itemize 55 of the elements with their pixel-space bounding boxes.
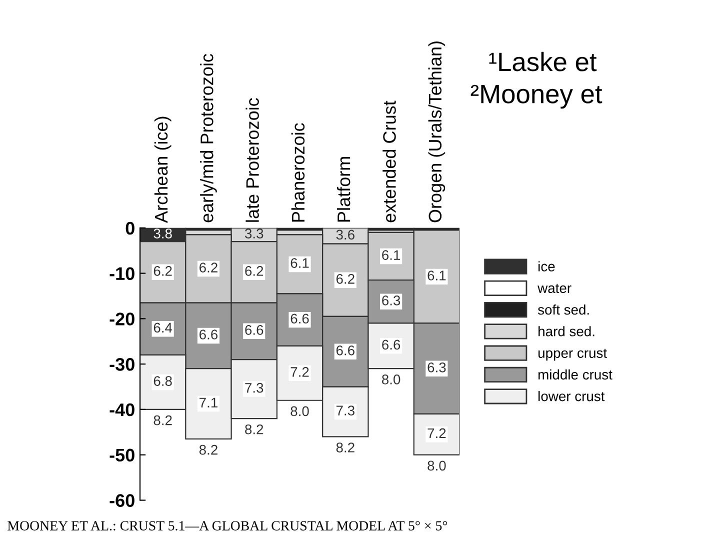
annotation: 6.8	[154, 376, 172, 386]
annotation: 6.2	[245, 266, 264, 276]
annotation: 6.6	[382, 340, 400, 350]
annotation: 6.4	[154, 322, 172, 333]
annotation: 8.2	[336, 442, 354, 452]
annotation: 6.1	[428, 270, 446, 280]
y-tick-label: -40	[110, 403, 134, 416]
legend-label: hard sed.	[538, 326, 594, 336]
annotation: 6.1	[290, 258, 309, 268]
annotation: 6.2	[336, 274, 354, 284]
annotation: 8.2	[245, 424, 264, 434]
legend-label: soft sed.	[538, 304, 589, 315]
x-tick-label: Phanerozoic	[291, 123, 305, 222]
annotation: 8.0	[290, 406, 309, 416]
y-tick-label: 0	[126, 222, 134, 235]
annotation: 3.8	[154, 228, 172, 238]
x-tick-label: Archean (ice)	[154, 116, 172, 224]
annotation: 8.2	[154, 415, 172, 426]
legend-label: water	[538, 284, 572, 294]
annotation: 6.6	[245, 325, 264, 335]
annotation: 8.0	[428, 460, 446, 471]
annotation: 3.3	[244, 228, 264, 238]
legend-label: ice	[538, 261, 555, 272]
annotation: 6.6	[336, 345, 354, 356]
x-tick-label: extended Crust	[382, 100, 396, 222]
annotation: 3.6	[336, 230, 354, 240]
x-tick-label: early/mid Proterozoic	[200, 54, 217, 222]
annotation: 7.1	[200, 398, 218, 408]
x-tick-label: late Proterozoic	[246, 98, 259, 222]
annotation: 6.1	[382, 250, 400, 260]
y-tick-label: -30	[110, 358, 134, 371]
legend-label: upper crust	[538, 348, 607, 361]
x-tick-label: Orogen (Urals/Tethian)	[428, 42, 446, 222]
y-tick-label: -20	[110, 312, 134, 326]
annotation: 6.3	[428, 362, 446, 372]
annotation: 6.6	[200, 330, 218, 340]
text: ²Mooney et	[470, 84, 602, 109]
annotation: 7.2	[290, 367, 309, 377]
y-tick-label: -60	[110, 494, 134, 507]
annotation: 6.2	[154, 266, 172, 276]
text: ¹Laske et	[489, 52, 597, 72]
annotation: 7.3	[245, 382, 264, 393]
y-tick-label: -10	[110, 267, 134, 280]
annotation: 7.2	[428, 428, 446, 438]
annotation: 6.3	[382, 296, 400, 306]
annotation: 8.0	[382, 374, 400, 384]
annotation: 7.3	[336, 406, 354, 416]
annotation: 6.2	[200, 262, 218, 272]
legend-label: lower crust	[538, 391, 605, 402]
annotation: 6.6	[290, 314, 309, 324]
y-tick-label: -50	[110, 448, 134, 462]
legend-label: middle crust	[538, 369, 612, 380]
text: MOONEY ET AL.: CRUST 5.1—A GLOBAL CRUSTAL MODEL AT 5° × 5°	[8, 521, 448, 531]
annotation: 8.2	[199, 444, 218, 455]
x-tick-label: Platform	[336, 157, 350, 222]
